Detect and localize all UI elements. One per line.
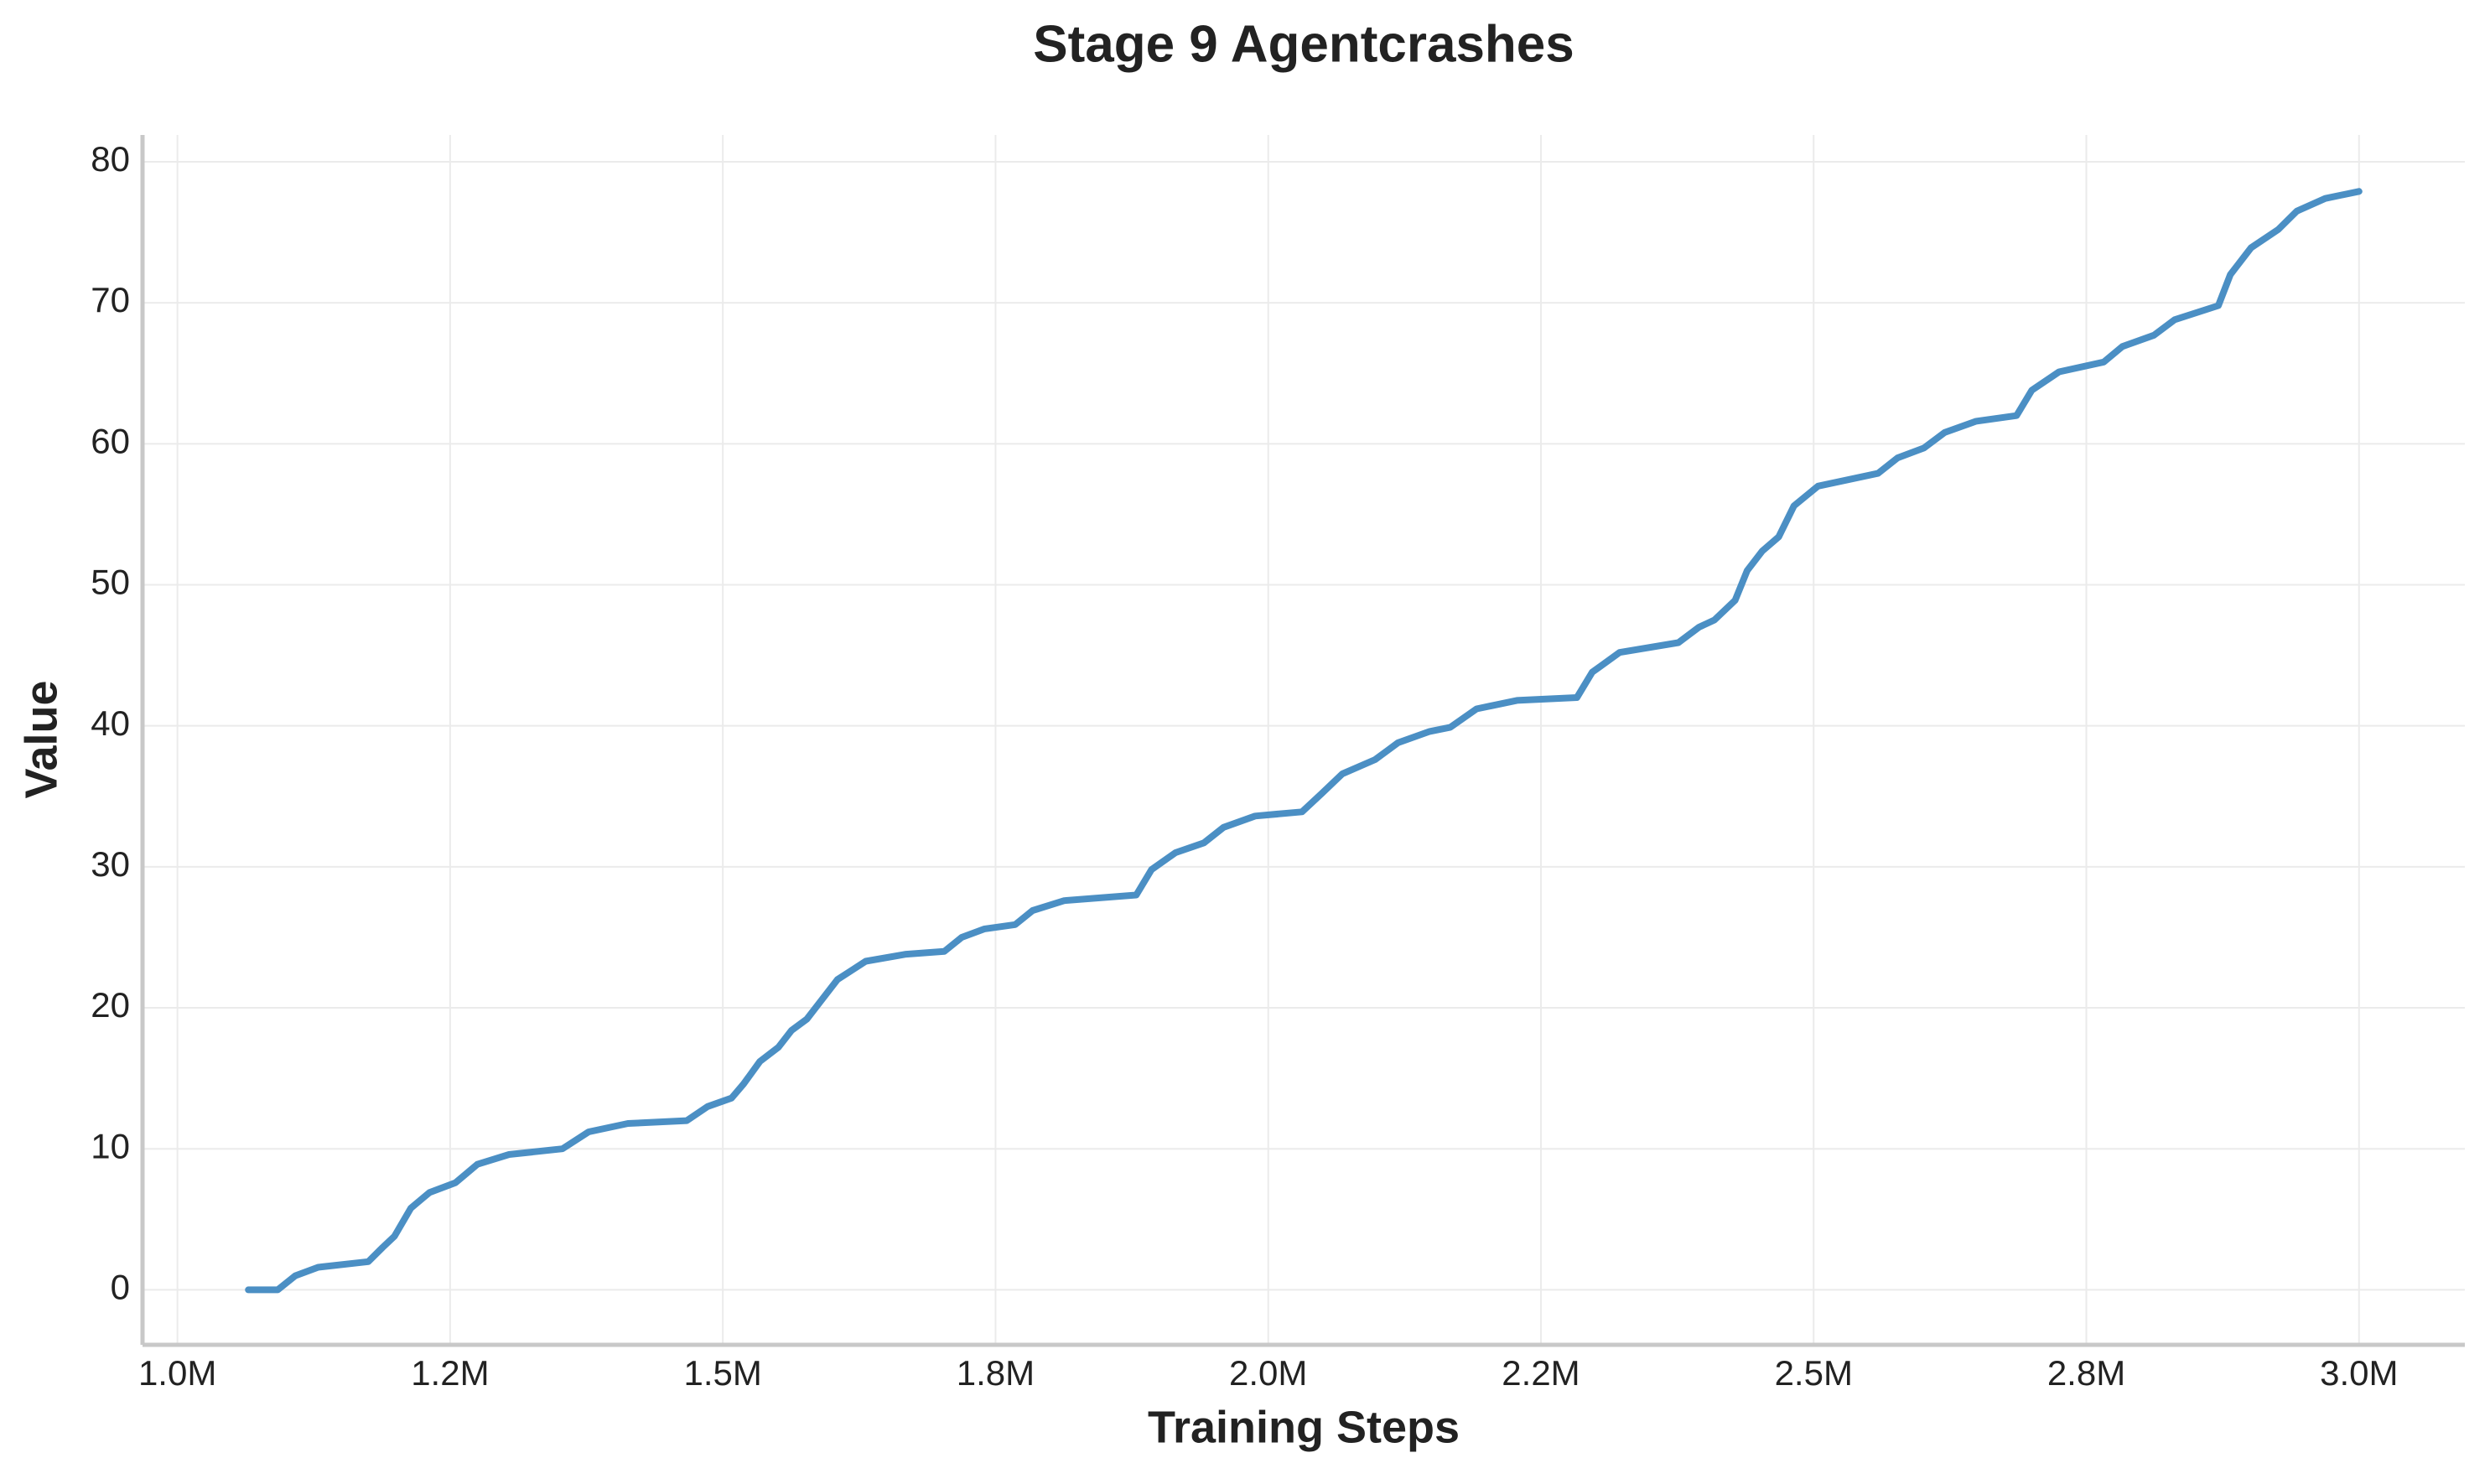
x-tick-label: 2.0M [1229, 1353, 1307, 1393]
chart-title: Stage 9 Agentcrashes [1033, 15, 1574, 73]
y-tick-label: 20 [91, 985, 130, 1025]
y-tick-label: 70 [91, 280, 130, 319]
x-tick-label: 2.5M [1775, 1353, 1853, 1393]
x-tick-label: 1.0M [138, 1353, 216, 1393]
data-line [245, 188, 2363, 1294]
y-axis-title: Value [16, 680, 66, 798]
y-tick-label: 60 [91, 421, 130, 460]
grid [143, 135, 2465, 1345]
x-axis-title: Training Steps [1148, 1402, 1460, 1452]
x-tick-label: 1.8M [957, 1353, 1035, 1393]
x-tick-label: 2.8M [2047, 1353, 2125, 1393]
axes: 1.0M 1.2M 1.5M 1.8M 2.0M 2.2M 2.5M 2.8M 3.0M 0 10 2… [91, 135, 2465, 1393]
x-tick-label: 2.2M [1502, 1353, 1580, 1393]
x-tick-label: 3.0M [2320, 1353, 2398, 1393]
y-tick-label: 50 [91, 563, 130, 602]
y-tick-label: 40 [91, 703, 130, 743]
y-tick-label: 30 [91, 844, 130, 884]
x-tick-label: 1.5M [683, 1353, 761, 1393]
x-tick-label: 1.2M [411, 1353, 489, 1393]
y-tick-label: 10 [91, 1126, 130, 1165]
plot-area [245, 188, 2363, 1294]
y-tick-label: 80 [91, 139, 130, 179]
y-tick-label: 0 [111, 1268, 130, 1307]
